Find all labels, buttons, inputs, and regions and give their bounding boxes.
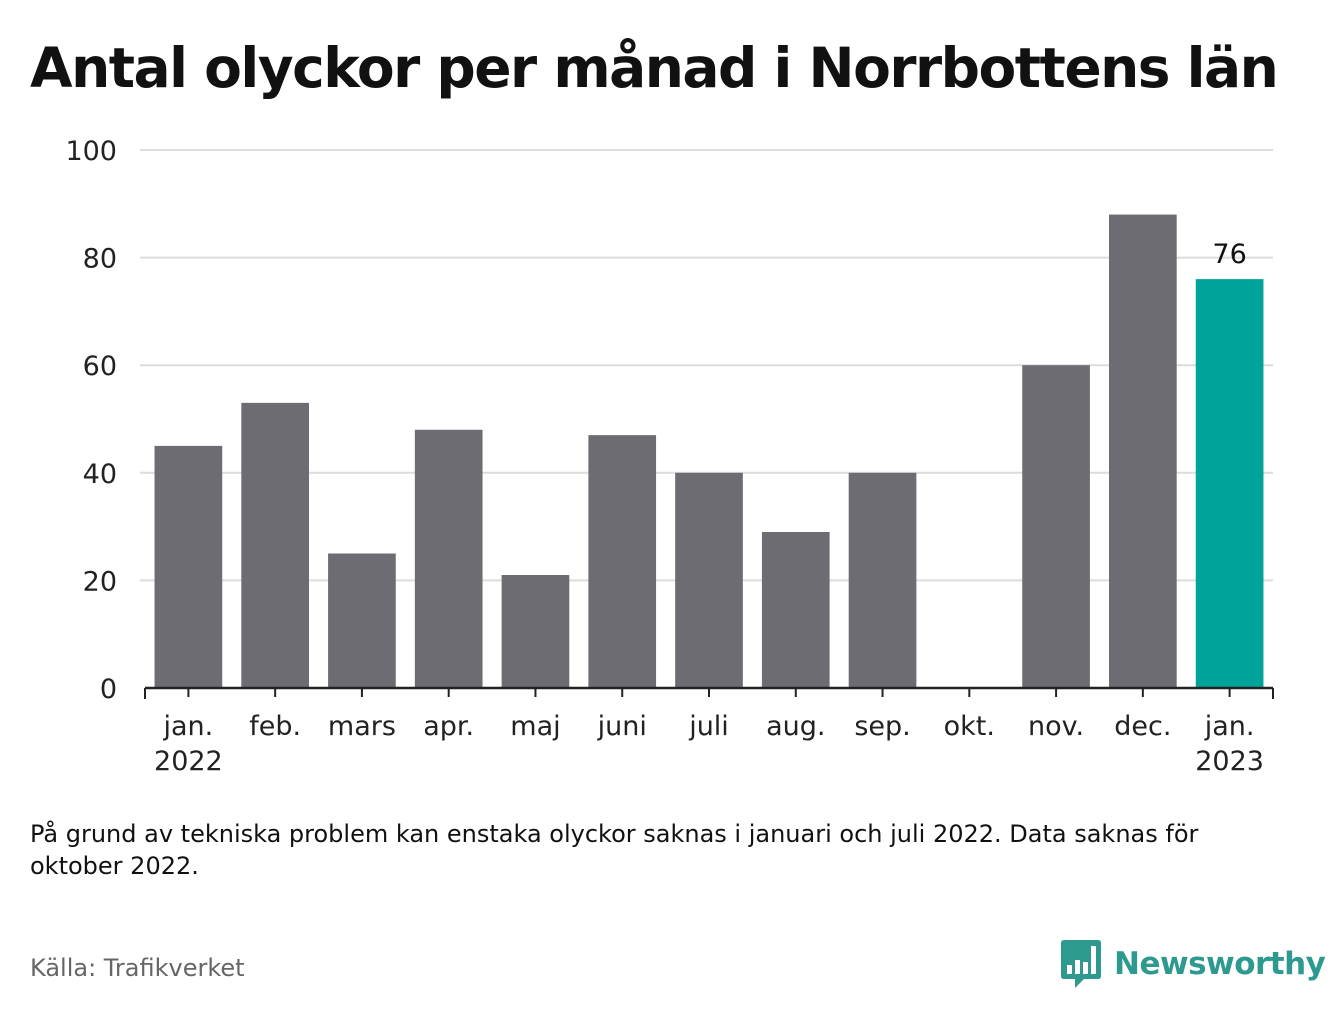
newsworthy-logo-icon [1061, 940, 1101, 988]
y-tick-label: 100 [65, 136, 117, 167]
x-tick-year-label: 2022 [154, 746, 223, 777]
x-tick-label: apr. [423, 711, 474, 742]
x-tick-label: dec. [1114, 711, 1171, 742]
x-tick-label: juni [597, 711, 647, 742]
x-tick-label: okt. [944, 711, 995, 742]
bar-11 [1022, 365, 1090, 688]
x-tick-label: jan. [1204, 711, 1255, 742]
bar-chart: 0 20 40 60 80 100 jan. 2022 feb. mars apr. maj juni… [65, 136, 1274, 777]
y-tick-label: 80 [83, 244, 117, 275]
x-tick-label: jan. [163, 711, 214, 742]
data-labels: 76 [1212, 239, 1246, 270]
y-tick-label: 60 [83, 351, 117, 382]
x-tick-label: mars [328, 711, 396, 742]
x-axis-tick-labels: jan. 2022 feb. mars apr. maj juni juli aug. sep. o… [154, 711, 1264, 777]
bar-2 [241, 402, 309, 688]
bar-6 [588, 435, 657, 688]
brand-name: Newsworthy [1114, 946, 1326, 982]
y-tick-label: 0 [100, 674, 117, 705]
data-label: 76 [1212, 239, 1246, 270]
chart-source: Källa: Trafikverket [30, 954, 245, 982]
x-tick-label: feb. [249, 711, 301, 742]
bar-12 [1109, 214, 1177, 688]
brand-logo: Newsworthy [1060, 938, 1326, 990]
bar-7 [675, 472, 743, 688]
bar-3 [328, 553, 396, 688]
bar-13 [1195, 279, 1264, 688]
x-tick-label: maj [510, 711, 560, 742]
bar-8 [761, 531, 830, 688]
x-tick-year-label: 2023 [1195, 746, 1264, 777]
x-tick-label: sep. [854, 711, 910, 742]
bars [154, 214, 1264, 688]
y-tick-label: 40 [83, 459, 117, 490]
y-tick-label: 20 [83, 566, 117, 597]
bar-4 [414, 429, 483, 688]
bar-1 [154, 445, 223, 688]
bar-5 [501, 575, 570, 688]
bar-9 [848, 472, 917, 688]
x-tick-label: juli [688, 711, 729, 742]
x-tick-label: aug. [766, 711, 825, 742]
x-axis [144, 686, 1274, 699]
x-tick-label: nov. [1028, 711, 1084, 742]
chart-title: Antal olyckor per månad i Norrbottens lä… [30, 36, 1279, 100]
y-axis-tick-labels: 0 20 40 60 80 100 [65, 136, 117, 705]
chart-note: På grund av tekniska problem kan enstaka… [30, 820, 1199, 880]
